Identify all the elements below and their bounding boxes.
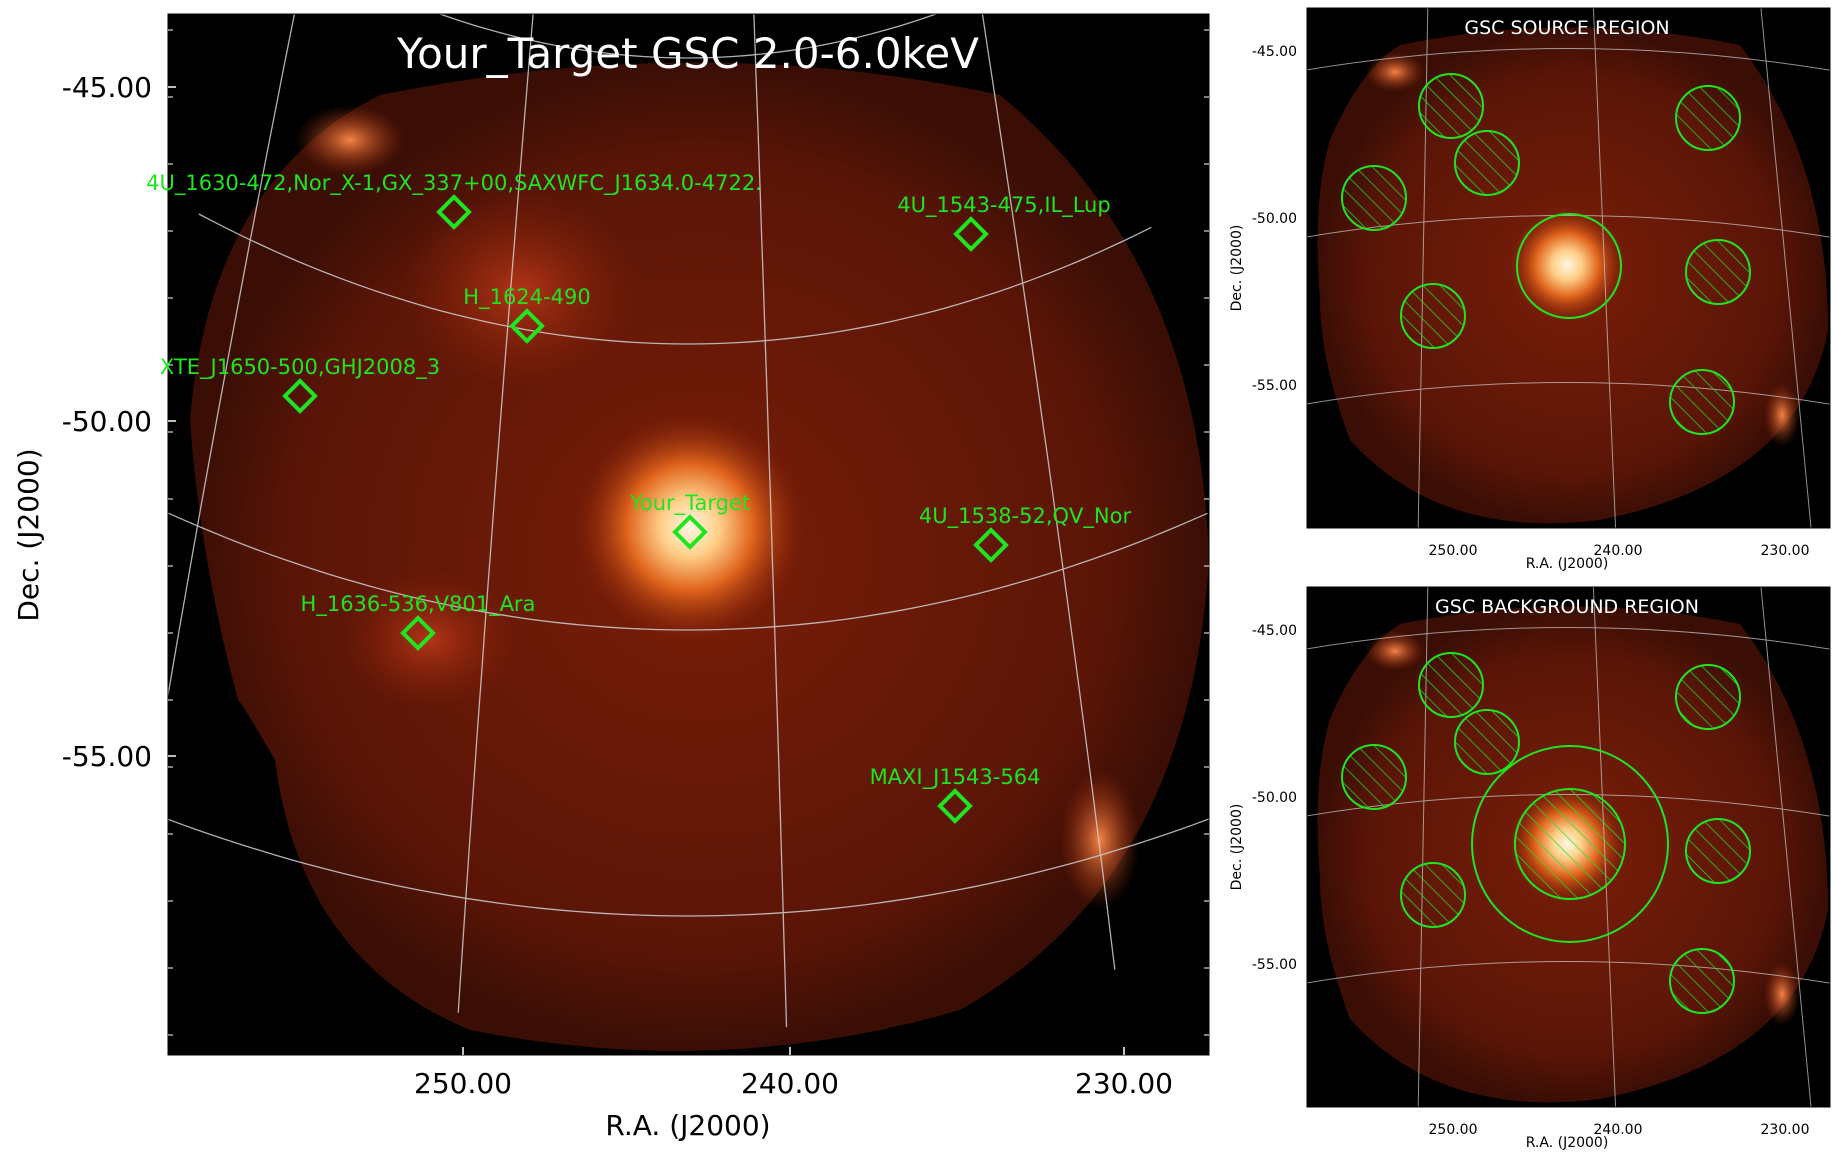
x-tick-label: 230.00 — [1761, 1122, 1810, 1138]
excluded-region-circle — [1400, 283, 1466, 349]
source-diamond-marker — [973, 527, 1009, 563]
y-tick-label: -55.00 — [1252, 957, 1297, 973]
y-tick-label: -45.00 — [1252, 623, 1297, 639]
excluded-region-circle — [1675, 85, 1741, 151]
source-panel-edge-blob-right — [1764, 383, 1800, 447]
source-region-circle — [1516, 213, 1622, 319]
y-tick-label: -50.00 — [1252, 211, 1297, 227]
y-tick-label: -50.00 — [1252, 790, 1297, 806]
y-tick-label: -50.00 — [62, 405, 152, 438]
dec-gridline — [1307, 48, 1830, 71]
ra-gridline — [1760, 8, 1812, 528]
main-axis-ticks: 250.00 240.00 230.00 -45.00 -50.00 -55.00 — [62, 29, 1209, 1100]
background-panel-frame — [1306, 586, 1831, 1108]
x-tick-label: 250.00 — [1429, 1122, 1478, 1138]
bright-edge-blob-top — [295, 105, 405, 175]
excluded-region-circle — [1669, 948, 1735, 1014]
source-label: XTE_J1650-500,GHJ2008_3 — [160, 355, 440, 380]
source-markers: 4U_1630-472,Nor_X-1,GX_337+00,SAXWFC_J16… — [146, 171, 1132, 824]
source-diamond-marker — [953, 216, 989, 252]
x-tick-label: 230.00 — [1075, 1067, 1173, 1100]
source-label: MAXI_J1543-564 — [870, 765, 1041, 790]
source-diamond-marker — [672, 514, 708, 550]
source-panel-edge-blob-top — [1365, 52, 1425, 92]
source-panel-x-label: R.A. (J2000) — [1526, 556, 1609, 572]
source-diamond-marker — [282, 378, 318, 414]
background-annulus-circle — [1471, 745, 1669, 943]
excluded-region-circle — [1454, 130, 1520, 196]
ra-gridline — [981, 14, 1116, 970]
background-panel-edge-blob-right — [1764, 962, 1800, 1026]
background-panel-ticks: 250.00 240.00 230.00 -45.00 -50.00 -55.00 — [1252, 623, 1810, 1138]
x-tick-label: 240.00 — [741, 1067, 839, 1100]
background-panel-y-label: Dec. (J2000) — [1229, 804, 1245, 891]
dec-gridline — [168, 818, 1209, 917]
dec-gridline — [438, 14, 938, 59]
ra-gridline — [168, 14, 296, 700]
source-diamond-marker — [436, 194, 472, 230]
dec-gridline — [1307, 627, 1830, 650]
excluded-region-circle — [1454, 709, 1520, 775]
source-panel-y-label: Dec. (J2000) — [1229, 225, 1245, 312]
ra-gridline — [457, 14, 534, 1013]
y-tick-label: -45.00 — [62, 71, 152, 104]
x-tick-label: 250.00 — [1429, 543, 1478, 559]
background-panel-title: GSC BACKGROUND REGION — [1435, 596, 1699, 618]
background-panel-edge-blob-top — [1365, 631, 1425, 671]
bright-edge-blob-right — [1060, 770, 1140, 910]
main-heatmap-panel: 4U_1630-472,Nor_X-1,GX_337+00,SAXWFC_J16… — [12, 13, 1210, 1142]
source-panel-target-glow — [1509, 207, 1625, 323]
excluded-region-circle — [1669, 369, 1735, 435]
excluded-region-circle — [1418, 73, 1484, 139]
main-title: Your_Target GSC 2.0-6.0keV — [396, 29, 979, 78]
source-label: 4U_1630-472,Nor_X-1,GX_337+00,SAXWFC_J16… — [146, 171, 762, 196]
source-region-panel: GSC SOURCE REGION 250.00 240.00 230.00 -45.… — [1229, 7, 1831, 572]
main-x-axis-label: R.A. (J2000) — [605, 1109, 770, 1142]
source-diamond-marker — [509, 308, 545, 344]
source-label: 4U_1538-52,QV_Nor — [919, 504, 1132, 529]
target-source-glow — [575, 412, 805, 642]
excluded-region-circle — [1341, 165, 1407, 231]
excluded-region-circle — [1675, 664, 1741, 730]
y-tick-label: -55.00 — [62, 740, 152, 773]
ra-gridline — [1592, 8, 1617, 528]
excluded-region-circle — [1685, 818, 1751, 884]
source-panel-title: GSC SOURCE REGION — [1464, 17, 1669, 39]
diffuse-glow-h1636 — [340, 570, 520, 710]
main-y-axis-label: Dec. (J2000) — [12, 448, 45, 621]
ra-gridline — [753, 14, 788, 1028]
source-label: H_1636-536,V801_Ara — [301, 592, 536, 617]
x-tick-label: 230.00 — [1761, 543, 1810, 559]
background-region-panel: GSC BACKGROUND REGION 250.00 240.00 230.00… — [1229, 586, 1831, 1151]
source-panel-frame — [1306, 7, 1831, 529]
y-tick-label: -45.00 — [1252, 44, 1297, 60]
main-plot-frame — [167, 13, 1210, 1056]
source-diamond-marker — [937, 788, 973, 824]
x-tick-label: 250.00 — [414, 1067, 512, 1100]
excluded-region-circle — [1418, 652, 1484, 718]
source-label: 4U_1543-475,IL_Lup — [897, 193, 1110, 218]
coordinate-grid — [168, 14, 1209, 1028]
source-panel-ticks: 250.00 240.00 230.00 -45.00 -50.00 -55.00 — [1252, 44, 1810, 559]
x-tick-label: 240.00 — [1594, 543, 1643, 559]
source-diamond-marker — [400, 615, 436, 651]
excluded-region-circle — [1341, 744, 1407, 810]
excluded-target-circle — [1514, 788, 1626, 900]
dec-gridline — [198, 213, 1152, 345]
excluded-region-circle — [1400, 862, 1466, 928]
dec-gridline — [1307, 961, 1830, 984]
dec-gridline — [1307, 382, 1830, 405]
ra-gridline — [1760, 587, 1812, 1107]
diffuse-glow-h1624 — [400, 190, 640, 390]
source-panel-regions — [1341, 73, 1751, 435]
dec-gridline — [168, 512, 1208, 631]
source-label: Your_Target — [629, 491, 750, 516]
source-label: H_1624-490 — [463, 285, 590, 310]
x-tick-label: 240.00 — [1594, 1122, 1643, 1138]
background-panel-x-label: R.A. (J2000) — [1526, 1135, 1609, 1151]
excluded-region-circle — [1685, 239, 1751, 305]
y-tick-label: -55.00 — [1252, 378, 1297, 394]
background-panel-regions — [1341, 652, 1751, 1014]
